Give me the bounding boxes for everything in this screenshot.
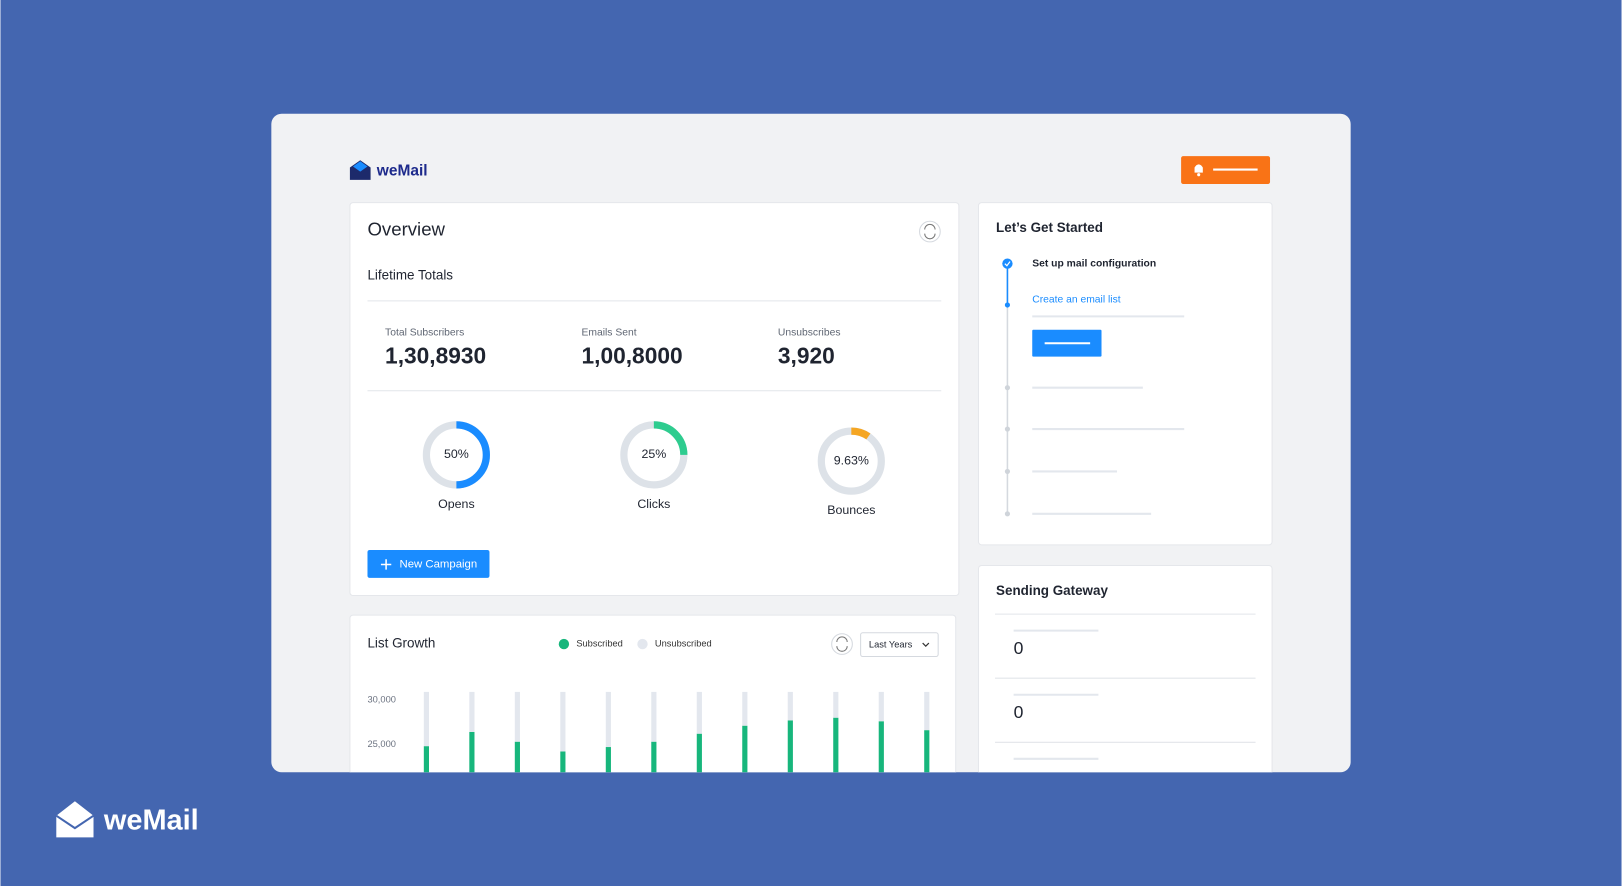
donut-name: Opens [438,497,475,511]
bar [423,691,429,747]
bar [560,751,566,773]
footer-logo: weMail [55,801,199,838]
donut-arc [851,427,871,440]
overview-panel [349,202,960,597]
bar [696,691,702,734]
donut-label: 50% [444,447,469,461]
gateway-value: 0 [1014,702,1024,722]
stat-label: Total Subscribers [385,328,464,339]
step-link[interactable]: Create an email list [1032,295,1121,306]
timeline [1002,258,1013,517]
bar [469,691,475,732]
stat-label: Emails Sent [581,328,636,339]
stat-label: Unsubscribes [778,328,841,339]
get-started-panel [977,202,1273,546]
panel-title: Sending Gateway [996,583,1108,598]
bar [787,720,793,773]
bar [742,691,748,726]
stat-value: 3,920 [778,343,835,369]
donut-arc [653,421,688,456]
range-dropdown[interactable]: Last Years [860,632,939,658]
bar [742,725,748,773]
overview-title: Overview [367,218,445,239]
logo-text: weMail [376,163,428,180]
bar [787,691,793,721]
bar-chart: Subscribed Unsubscribed 30,000 25,000 [367,638,930,773]
bar [560,691,566,752]
lifetime-title: Lifetime Totals [367,268,453,283]
donut-name: Clicks [637,497,670,511]
gateway-panel [977,564,1273,773]
bar [605,747,611,773]
bar [651,691,657,742]
bar [469,731,475,773]
rate-donuts: 50% Opens 25% Clicks 9.63% Bounces [422,421,885,517]
refresh-button[interactable] [919,220,941,243]
footer-logo-text: weMail [103,805,199,837]
notification-button[interactable] [1181,156,1271,185]
bar [833,717,839,773]
new-campaign-button[interactable]: New Campaign [367,550,490,578]
logo: weMail [349,160,428,180]
stat-value: 1,30,8930 [385,343,486,369]
bar [878,691,884,722]
step-button[interactable] [1032,329,1102,357]
button-label[interactable]: New Campaign [400,558,478,570]
gateway-value: 0 [1014,638,1024,658]
refresh-button[interactable] [831,633,853,655]
legend-label: Subscribed [576,639,623,649]
bar [651,741,657,773]
donut-name: Bounces [827,503,875,517]
bar [605,691,611,748]
y-tick-label: 25,000 [367,739,395,749]
app-content: weMail Overview Lifetime Totals Total Su… [349,156,1273,773]
donut-label: 9.63% [834,453,869,467]
bar [514,691,520,742]
legend-label: Unsubscribed [655,639,712,649]
step-done: Set up mail configuration [1032,258,1156,269]
chart-title: List Growth [367,636,435,651]
panel-title: Let’s Get Started [996,220,1103,235]
donut-label: 25% [641,447,666,461]
bar [833,691,839,718]
bar [924,730,930,773]
legend-swatch [637,638,648,650]
bar [696,733,702,773]
bar [878,721,884,773]
bar [514,741,520,773]
bar [423,746,429,773]
legend-swatch [558,638,570,650]
y-tick-label: 30,000 [367,694,395,704]
donut-arc [456,421,490,489]
bar [924,691,930,731]
stat-value: 1,00,8000 [581,343,682,369]
dropdown-label[interactable]: Last Years [869,640,913,650]
